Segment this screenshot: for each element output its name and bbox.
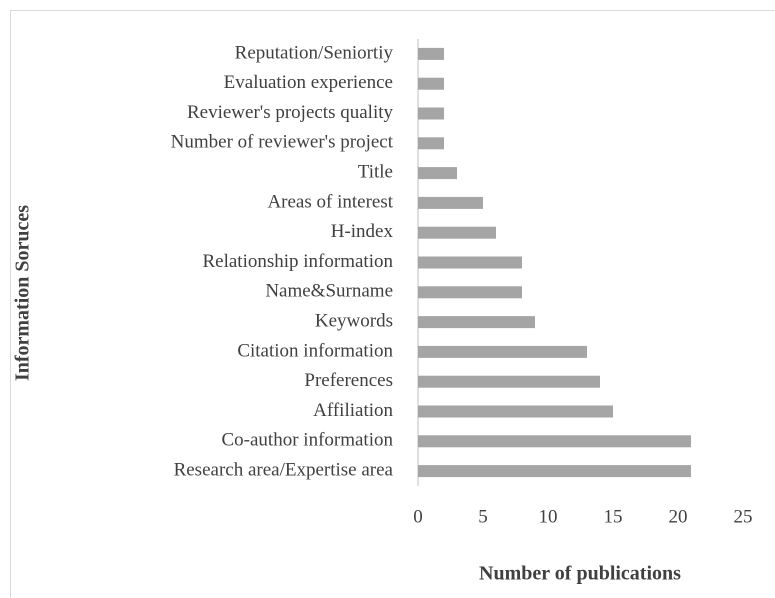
y-tick-label: Areas of interest xyxy=(267,191,393,212)
y-tick-label: Relationship information xyxy=(202,251,393,272)
y-tick-label: Citation information xyxy=(237,340,393,361)
chart-frame xyxy=(10,10,775,598)
y-tick-label: Name&Surname xyxy=(265,281,393,302)
bar xyxy=(418,435,691,448)
y-axis-title: Information Soruces xyxy=(12,205,34,381)
y-tick-label: Research area/Expertise area xyxy=(174,459,394,480)
bar xyxy=(418,137,444,150)
y-tick-label: Affiliation xyxy=(313,400,393,421)
bar xyxy=(418,465,691,478)
y-tick-label: Preferences xyxy=(304,370,393,391)
bar xyxy=(418,47,444,60)
y-tick-label: Co-author information xyxy=(222,430,394,451)
bar xyxy=(418,226,496,239)
x-tick-label: 0 xyxy=(413,506,423,527)
x-tick-label: 25 xyxy=(734,506,753,527)
x-axis-title: Number of publications xyxy=(479,563,681,585)
y-tick-label: Reputation/Seniortiy xyxy=(235,42,394,63)
bar xyxy=(418,405,613,418)
x-tick-label: 10 xyxy=(539,506,558,527)
bar xyxy=(418,107,444,120)
x-tick-label: 20 xyxy=(669,506,688,527)
y-tick-label: H-index xyxy=(331,221,394,242)
bar xyxy=(418,256,522,269)
y-tick-label: Number of reviewer's project xyxy=(171,132,394,153)
bar xyxy=(418,286,522,299)
bar xyxy=(418,167,457,180)
bar xyxy=(418,77,444,90)
x-tick-label: 5 xyxy=(478,506,488,527)
bar xyxy=(418,316,535,329)
y-tick-label: Evaluation experience xyxy=(224,72,393,93)
x-tick-label: 15 xyxy=(604,506,623,527)
bar xyxy=(418,196,483,209)
y-tick-label: Keywords xyxy=(315,310,393,331)
y-tick-label: Reviewer's projects quality xyxy=(187,102,394,123)
bar xyxy=(418,375,600,388)
y-tick-label: Title xyxy=(358,161,393,182)
bar xyxy=(418,345,587,358)
